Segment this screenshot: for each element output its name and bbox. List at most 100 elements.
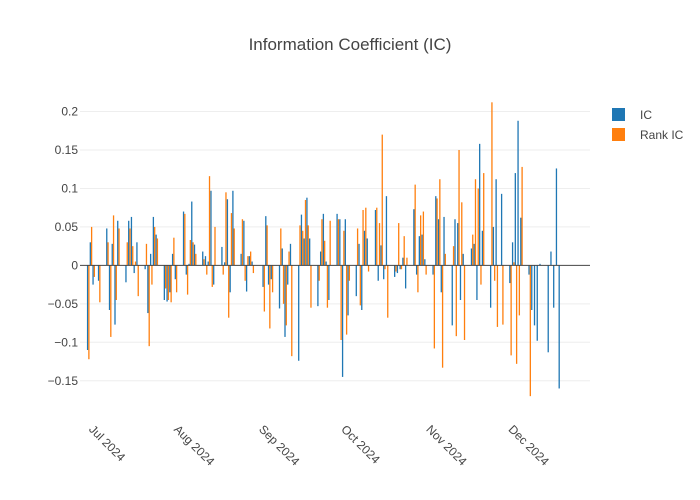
bar <box>145 243 148 266</box>
bar <box>337 219 340 266</box>
legend[interactable]: IC Rank IC <box>612 108 684 142</box>
bar <box>472 234 474 266</box>
bar <box>461 202 463 266</box>
bar <box>439 179 441 266</box>
bar <box>502 265 504 325</box>
bar <box>147 265 149 314</box>
bar <box>132 246 134 266</box>
bar <box>195 253 197 266</box>
bar <box>420 215 422 266</box>
bar <box>149 253 152 266</box>
bar <box>433 265 436 349</box>
bar <box>421 234 423 266</box>
bar <box>278 265 281 309</box>
bar <box>189 240 191 266</box>
bar <box>280 228 282 266</box>
bar <box>134 261 137 266</box>
bar <box>441 265 444 368</box>
legend-item-rank-ic[interactable]: Rank IC <box>612 128 684 142</box>
bar <box>204 256 207 266</box>
bar <box>193 244 196 266</box>
bar <box>444 253 446 266</box>
bar <box>521 166 523 266</box>
bar <box>361 265 363 310</box>
bar <box>359 265 361 306</box>
bar <box>250 251 252 266</box>
legend-item-ic[interactable]: IC <box>612 108 652 122</box>
bar <box>348 265 351 281</box>
bar <box>500 193 503 266</box>
bar <box>479 143 481 266</box>
bar <box>221 246 223 266</box>
bar <box>265 216 267 266</box>
bar <box>192 242 194 266</box>
series-ic <box>86 120 560 389</box>
bar <box>509 265 511 284</box>
bar <box>494 265 496 281</box>
bar <box>398 223 400 266</box>
bar <box>318 265 320 281</box>
bar <box>317 265 319 307</box>
bar <box>291 265 293 357</box>
bar <box>170 265 172 303</box>
x-tick-label: Nov 2024 <box>423 422 469 468</box>
bar <box>396 265 399 274</box>
bar <box>282 265 285 304</box>
x-tick-label: Sep 2024 <box>256 422 302 468</box>
bar <box>550 251 552 266</box>
bar <box>303 238 305 266</box>
bar <box>404 265 407 289</box>
bar <box>86 265 89 350</box>
bar <box>110 265 112 337</box>
bar <box>304 200 307 266</box>
bar <box>328 265 330 300</box>
bar <box>325 261 327 266</box>
bar <box>536 265 538 341</box>
bar <box>367 265 370 272</box>
bar <box>415 265 418 275</box>
bar <box>480 265 482 285</box>
bar <box>118 228 120 266</box>
y-tick-label: −0.1 <box>54 335 78 349</box>
y-tick-label: 0.15 <box>55 143 79 157</box>
bar <box>533 265 536 326</box>
bar <box>90 226 93 266</box>
bar <box>126 242 128 266</box>
bar <box>400 265 403 270</box>
bar <box>520 217 522 266</box>
bar <box>266 225 268 266</box>
bar <box>208 176 211 266</box>
bar <box>385 196 388 266</box>
y-tick-label: 0.2 <box>61 105 78 119</box>
bar <box>229 265 231 293</box>
bar <box>226 199 229 266</box>
legend-swatch <box>612 108 625 121</box>
bar <box>247 256 249 266</box>
bar <box>362 210 364 266</box>
bar <box>108 265 111 310</box>
bar <box>165 265 167 289</box>
bar <box>510 265 512 356</box>
bar <box>422 211 425 266</box>
bar <box>285 265 287 326</box>
bar <box>233 228 235 266</box>
bar <box>171 253 174 266</box>
bar <box>154 226 156 266</box>
bar <box>243 220 245 266</box>
bar <box>137 265 139 297</box>
bar <box>515 265 518 364</box>
bar <box>387 265 389 318</box>
bar <box>97 265 100 281</box>
y-tick-label: 0 <box>71 258 78 272</box>
legend-label: IC <box>640 108 652 122</box>
bar <box>496 265 499 327</box>
bar <box>477 188 479 266</box>
bar <box>365 207 367 266</box>
bar <box>491 102 493 266</box>
bar <box>514 173 516 266</box>
bar <box>376 207 378 266</box>
bars <box>86 102 560 397</box>
bar <box>319 251 322 266</box>
bar <box>114 265 116 325</box>
